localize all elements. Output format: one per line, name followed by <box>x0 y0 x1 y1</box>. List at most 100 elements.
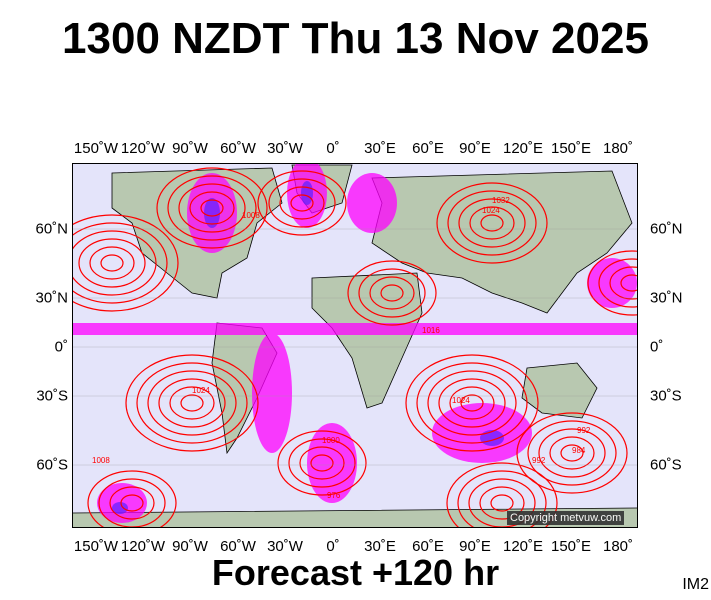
longitude-label: 120˚W <box>120 140 166 157</box>
isobar <box>516 412 628 494</box>
isobar <box>72 222 168 304</box>
longitude-label: 120˚E <box>502 140 544 157</box>
isobar <box>458 198 526 248</box>
isobar <box>538 428 606 478</box>
isobar <box>457 470 547 528</box>
longitude-label: 150˚W <box>73 140 119 157</box>
isobar <box>189 191 235 225</box>
isobar <box>136 362 248 444</box>
isobar <box>416 362 528 444</box>
isobar <box>479 486 525 520</box>
isobar <box>72 214 179 312</box>
isobar <box>72 230 157 296</box>
isobar <box>369 276 415 310</box>
contour-label: 1008 <box>242 211 260 220</box>
longitude-label: 120˚E <box>502 538 544 555</box>
isobar <box>200 199 224 217</box>
longitude-label: 30˚W <box>267 538 303 555</box>
contour-label: 1024 <box>192 386 210 395</box>
latitude-label: 30˚N <box>35 289 68 307</box>
image-code: IM2 <box>682 576 709 593</box>
isobar <box>598 258 638 308</box>
isobar <box>158 378 226 428</box>
isobar <box>347 260 437 326</box>
longitude-label: 150˚E <box>550 538 592 555</box>
latitude-label: 30˚S <box>650 387 682 405</box>
latitude-label: 60˚S <box>650 456 682 474</box>
latitude-label: 60˚S <box>36 456 68 474</box>
isobar <box>257 170 347 236</box>
longitude-label: 180˚ <box>602 140 634 157</box>
graticule <box>72 228 638 466</box>
isobar <box>447 190 537 256</box>
rain-areas <box>72 163 638 523</box>
longitude-label: 30˚W <box>267 140 303 157</box>
latitude-label: 30˚S <box>36 387 68 405</box>
isobar <box>380 284 404 302</box>
latitude-label: 60˚N <box>650 220 683 238</box>
forecast-label: Forecast +120 hr <box>211 552 500 593</box>
latitude-label: 0˚ <box>650 338 664 356</box>
longitude-label: 60˚E <box>412 538 444 555</box>
australia <box>521 362 598 419</box>
longitude-label: 90˚E <box>459 140 491 157</box>
map-title: 1300 NZDT Thu 13 Nov 2025 <box>62 14 649 63</box>
longitude-label: 90˚W <box>172 140 208 157</box>
longitude-label: 90˚W <box>172 538 208 555</box>
contour-label: 1008 <box>92 456 110 465</box>
longitude-label: 60˚E <box>412 140 444 157</box>
longitude-label: 120˚W <box>120 538 166 555</box>
isobar <box>480 214 504 232</box>
isobar <box>527 420 617 486</box>
latitude-label: 0˚ <box>54 338 68 356</box>
isobar <box>449 386 495 420</box>
isobar <box>277 430 367 496</box>
longitude-label: 60˚W <box>220 140 256 157</box>
isobar <box>436 182 548 264</box>
isobar <box>268 178 336 228</box>
isobar <box>169 386 215 420</box>
isobar <box>178 183 246 233</box>
isobar <box>147 370 237 436</box>
isobar <box>446 462 558 528</box>
longitude-label: 90˚E <box>459 538 491 555</box>
contour-label: 1024 <box>482 206 500 215</box>
contour-label: 984 <box>572 446 586 455</box>
isobar <box>469 206 515 240</box>
isobar <box>109 486 155 520</box>
longitude-label: 0˚ <box>326 140 340 157</box>
isobar <box>125 354 259 452</box>
isobar <box>405 354 539 452</box>
isobar <box>299 446 345 480</box>
isobar <box>288 438 356 488</box>
longitude-label: 150˚E <box>550 140 592 157</box>
isobar <box>310 454 334 472</box>
isobar <box>620 274 638 292</box>
isobar <box>560 444 584 462</box>
isobar <box>180 394 204 412</box>
contour-label: 976 <box>327 491 341 500</box>
contour-label: 1016 <box>422 326 440 335</box>
isobar <box>549 436 595 470</box>
longitude-label: 0˚ <box>326 538 340 555</box>
isobar <box>438 378 506 428</box>
africa <box>311 272 423 409</box>
longitude-label: 30˚E <box>364 140 396 157</box>
isobar <box>290 194 314 212</box>
contour-label: 1000 <box>322 436 340 445</box>
isobar <box>87 470 177 528</box>
isobar <box>167 175 257 241</box>
contour-label: 1024 <box>452 396 470 405</box>
longitude-label: 60˚W <box>220 538 256 555</box>
copyright-label: Copyright metvuw.com <box>507 511 625 525</box>
weather-map: 1024103210081024101610009929769841024100… <box>72 163 638 528</box>
isobar <box>460 394 484 412</box>
longitude-label: 30˚E <box>364 538 396 555</box>
contour-labels: 1024103210081024101610009929769841024100… <box>92 196 591 500</box>
isobar <box>609 266 638 300</box>
isobar <box>279 186 325 220</box>
contour-label: 992 <box>577 426 591 435</box>
latitude-label: 30˚N <box>650 289 683 307</box>
isobar <box>490 494 514 512</box>
isobar <box>89 246 135 280</box>
